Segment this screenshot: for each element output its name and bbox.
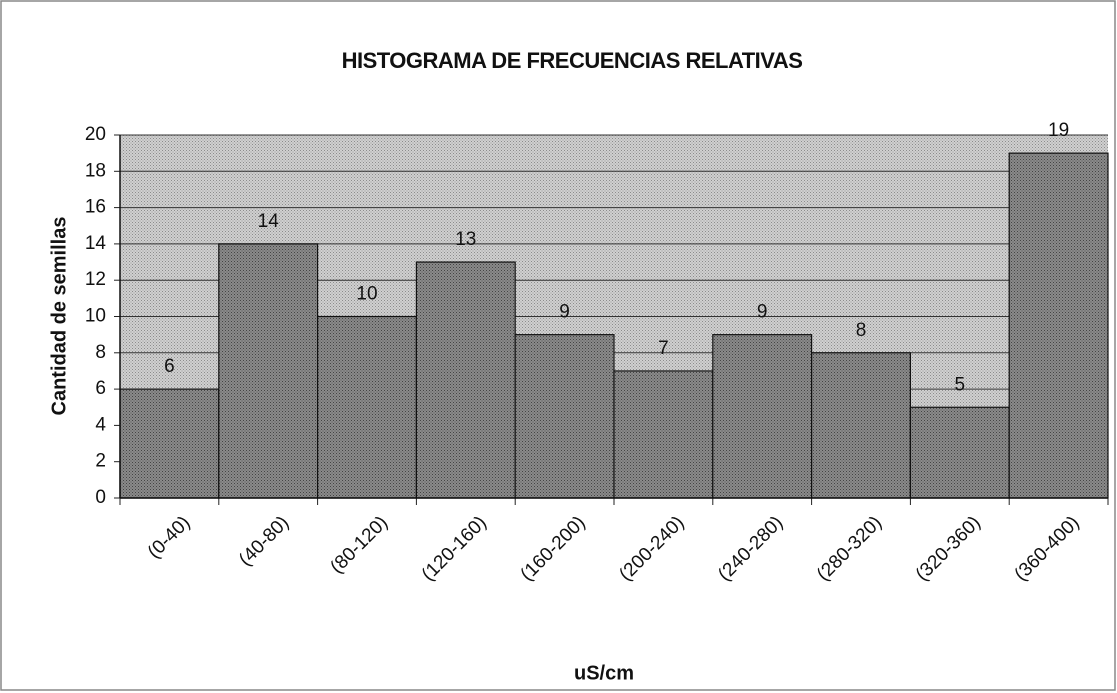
y-tick-label: 16 [85,197,106,218]
x-tick-label: (360-400) [1011,512,1084,585]
y-tick-label: 2 [95,451,106,472]
y-tick-label: 8 [95,342,106,363]
y-tick-label: 4 [95,414,106,435]
bar [317,315,418,499]
data-label: 9 [559,302,570,323]
x-tick-label: (320-360) [912,512,985,585]
x-tick-label: (160-200) [517,512,590,585]
y-tick-label: 10 [85,306,106,327]
x-tick-label: (200-240) [615,512,688,585]
y-tick-label: 14 [85,233,107,254]
data-label: 6 [164,356,175,377]
y-axis-title: Cantidad de semillas [48,217,70,416]
x-tick-label: (120-160) [418,512,491,585]
bar [1008,152,1109,499]
bar [712,334,813,499]
data-label: 14 [258,211,280,232]
chart-title: HISTOGRAMA DE FRECUENCIAS RELATIVAS [342,48,803,73]
y-tick-label: 0 [95,487,106,508]
data-label: 8 [856,320,867,341]
x-axis-title: uS/cm [574,662,634,684]
x-tick-label: (80-120) [326,512,392,578]
data-label: 13 [455,229,476,250]
x-tick-label: (240-280) [714,512,787,585]
y-tick-label: 12 [85,269,106,290]
data-label: 10 [356,284,377,305]
x-tick-label: (280-320) [813,512,886,585]
data-label: 5 [955,374,966,395]
y-tick-label: 6 [95,378,106,399]
data-label: 19 [1048,120,1069,141]
bar [218,243,319,499]
x-tick-label: (40-80) [235,512,293,570]
bar [415,261,516,499]
data-label: 7 [658,338,669,359]
x-tick-label: (0-40) [144,512,195,563]
bar [810,352,911,499]
data-label: 9 [757,302,768,323]
y-tick-label: 20 [85,124,106,145]
bar [514,334,615,499]
bar [909,406,1010,499]
bar [613,370,714,499]
bar [119,388,220,499]
y-tick-label: 18 [85,160,106,181]
